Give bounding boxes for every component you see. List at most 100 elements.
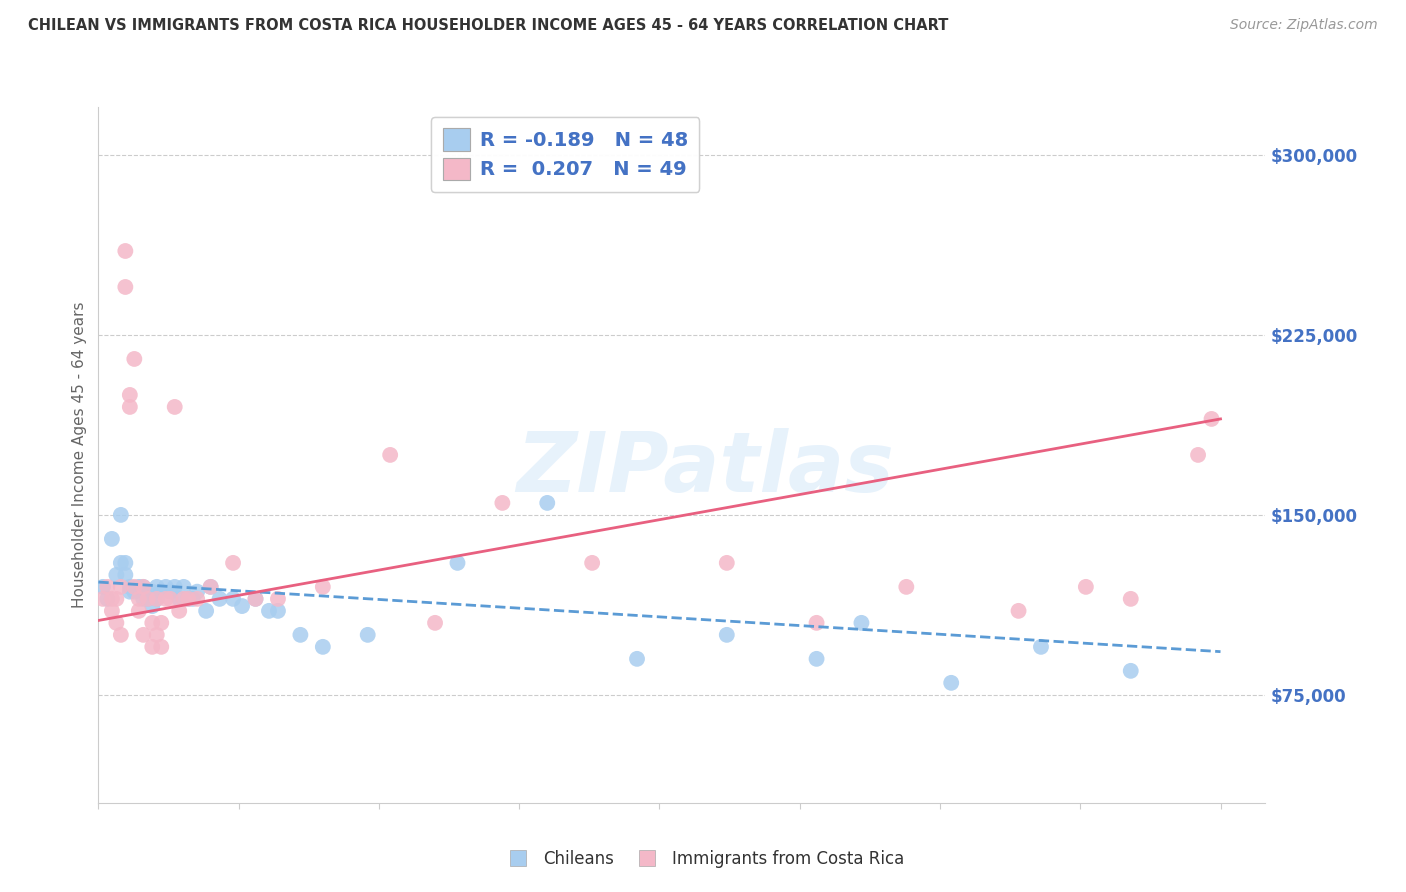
Point: [200, 580, 222, 594]
Point: [380, 448, 402, 462]
Point: [806, 615, 828, 630]
Point: [96, 591, 118, 606]
Point: [101, 532, 124, 546]
Point: [177, 591, 200, 606]
Point: [245, 591, 267, 606]
Point: [146, 628, 169, 642]
Point: [141, 584, 163, 599]
Point: [118, 580, 141, 594]
Point: [186, 584, 208, 599]
Point: [177, 591, 200, 606]
Point: [91, 580, 114, 594]
Point: [357, 628, 380, 642]
Point: [118, 584, 141, 599]
Point: [146, 591, 169, 606]
Point: [124, 580, 146, 594]
Point: [491, 496, 513, 510]
Y-axis label: Householder Income Ages 45 - 64 years: Householder Income Ages 45 - 64 years: [72, 301, 87, 608]
Point: [446, 556, 468, 570]
Point: [896, 580, 918, 594]
Point: [222, 556, 245, 570]
Point: [581, 556, 603, 570]
Legend: Chileans, Immigrants from Costa Rica: Chileans, Immigrants from Costa Rica: [495, 844, 911, 875]
Point: [141, 599, 163, 613]
Point: [222, 591, 245, 606]
Point: [290, 628, 312, 642]
Point: [159, 591, 181, 606]
Text: ZIPatlas: ZIPatlas: [516, 428, 894, 509]
Point: [1029, 640, 1052, 654]
Point: [105, 591, 128, 606]
Point: [267, 604, 290, 618]
Point: [267, 591, 290, 606]
Point: [146, 591, 169, 606]
Point: [141, 615, 163, 630]
Point: [1007, 604, 1029, 618]
Point: [167, 604, 190, 618]
Point: [105, 615, 128, 630]
Point: [806, 652, 828, 666]
Point: [163, 400, 186, 414]
Point: [155, 591, 177, 606]
Point: [716, 628, 738, 642]
Point: [1201, 412, 1223, 426]
Point: [851, 615, 873, 630]
Point: [312, 580, 335, 594]
Point: [150, 615, 173, 630]
Point: [110, 508, 132, 522]
Point: [1074, 580, 1097, 594]
Point: [1119, 591, 1142, 606]
Point: [132, 580, 155, 594]
Point: [941, 676, 963, 690]
Point: [155, 580, 177, 594]
Point: [132, 591, 155, 606]
Point: [110, 556, 132, 570]
Point: [159, 584, 181, 599]
Point: [118, 388, 141, 402]
Point: [118, 400, 141, 414]
Point: [208, 591, 231, 606]
Text: CHILEAN VS IMMIGRANTS FROM COSTA RICA HOUSEHOLDER INCOME AGES 45 - 64 YEARS CORR: CHILEAN VS IMMIGRANTS FROM COSTA RICA HO…: [28, 18, 949, 33]
Point: [101, 591, 124, 606]
Point: [114, 280, 136, 294]
Point: [128, 591, 150, 606]
Point: [167, 591, 190, 606]
Point: [91, 591, 114, 606]
Point: [96, 580, 118, 594]
Point: [231, 599, 253, 613]
Point: [1119, 664, 1142, 678]
Point: [181, 591, 204, 606]
Point: [101, 604, 124, 618]
Point: [173, 580, 195, 594]
Point: [110, 580, 132, 594]
Point: [124, 584, 146, 599]
Point: [716, 556, 738, 570]
Point: [136, 591, 159, 606]
Point: [245, 591, 267, 606]
Point: [1187, 448, 1209, 462]
Point: [146, 580, 169, 594]
Point: [150, 640, 173, 654]
Point: [128, 580, 150, 594]
Point: [626, 652, 648, 666]
Point: [136, 591, 159, 606]
Point: [128, 604, 150, 618]
Point: [110, 628, 132, 642]
Point: [195, 604, 218, 618]
Point: [163, 580, 186, 594]
Point: [132, 628, 155, 642]
Point: [257, 604, 280, 618]
Point: [423, 615, 446, 630]
Point: [141, 640, 163, 654]
Point: [114, 567, 136, 582]
Legend: R = -0.189   N = 48, R =  0.207   N = 49: R = -0.189 N = 48, R = 0.207 N = 49: [432, 117, 699, 192]
Point: [150, 584, 173, 599]
Point: [536, 496, 558, 510]
Point: [132, 580, 155, 594]
Point: [105, 567, 128, 582]
Point: [173, 591, 195, 606]
Point: [200, 580, 222, 594]
Point: [114, 556, 136, 570]
Text: Source: ZipAtlas.com: Source: ZipAtlas.com: [1230, 18, 1378, 32]
Point: [312, 640, 335, 654]
